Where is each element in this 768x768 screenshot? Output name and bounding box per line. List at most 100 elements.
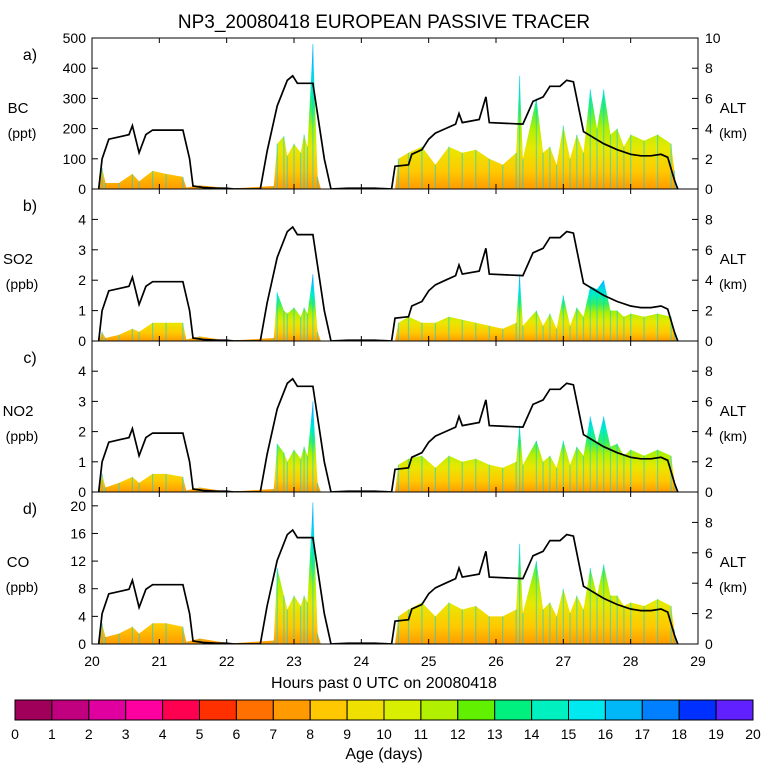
y-tick-label: 300 xyxy=(63,90,87,106)
x-tick-label: 27 xyxy=(556,653,572,669)
colorbar-tick-label: 6 xyxy=(233,726,241,742)
alt-tick-label: 4 xyxy=(705,121,713,137)
alt-tick-label: 4 xyxy=(705,424,713,440)
y-tick-label: 4 xyxy=(78,211,86,227)
panel-so2: 0 1 2 3 4 0 2 4 6 8 b) SO2 (ppb) ALT (km) xyxy=(3,188,747,349)
colorbar-tick-label: 10 xyxy=(376,726,392,742)
x-tick-label: 23 xyxy=(286,653,302,669)
altitude-line xyxy=(97,528,679,644)
colorbar-tick-label: 3 xyxy=(122,726,130,742)
panel-co: 0 4 8 12 16 20 0 2 4 6 8 d) CO (ppb) ALT (km) xyxy=(6,491,747,652)
alt-tick-label: 8 xyxy=(705,60,713,76)
y-tick-label: 0 xyxy=(78,636,86,652)
colorbar-tick-label: 20 xyxy=(745,726,761,742)
alt-tick-label: 8 xyxy=(705,363,713,379)
x-axis: 20 21 22 23 24 25 26 27 28 29 Hours past 0 UTC on … xyxy=(84,653,706,692)
colorbar-tick-label: 5 xyxy=(196,726,204,742)
colorbar-tick-label: 18 xyxy=(671,726,687,742)
altitude-label: ALT xyxy=(720,251,746,268)
y-tick-label: 3 xyxy=(78,242,86,258)
species-unit: (ppb) xyxy=(6,428,39,444)
colorbar-swatch xyxy=(531,699,569,721)
colorbar-tick-label: 7 xyxy=(269,726,277,742)
panel-label: a) xyxy=(23,47,37,64)
altitude-label: ALT xyxy=(720,100,746,117)
species-label: SO2 xyxy=(3,251,33,268)
x-tick-label: 21 xyxy=(152,653,168,669)
alt-tick-label: 8 xyxy=(705,211,713,227)
colorbar-swatch xyxy=(88,699,127,721)
y-tick-label: 100 xyxy=(63,151,87,167)
colorbar-swatch xyxy=(199,699,237,721)
y-tick-label: 0 xyxy=(78,181,86,197)
alt-tick-label: 6 xyxy=(705,242,713,258)
panel-frame xyxy=(91,491,699,645)
x-tick-label: 28 xyxy=(623,653,639,669)
alt-tick-label: 8 xyxy=(705,514,713,530)
colorbar-title: Age (days) xyxy=(345,746,422,763)
y-tick-label: 2 xyxy=(78,272,86,288)
altitude-unit: (km) xyxy=(719,579,747,595)
y-tick-label: 500 xyxy=(63,30,87,46)
x-tick-label: 20 xyxy=(84,653,100,669)
colorbar-tick-label: 14 xyxy=(524,726,540,742)
panel-no2: 0 1 2 3 4 0 2 4 6 8 c) NO2 (ppb) ALT (km) xyxy=(3,340,747,500)
colorbar-tick-label: 11 xyxy=(414,726,429,742)
y-tick-label: 12 xyxy=(70,553,86,569)
colorbar-tick-label: 0 xyxy=(11,726,19,742)
species-label: BC xyxy=(8,100,29,117)
species-label: CO xyxy=(7,554,30,571)
colorbar-tick-label: 15 xyxy=(561,726,577,742)
x-tick-label: 25 xyxy=(421,653,437,669)
y-tick-label: 0 xyxy=(78,484,86,500)
figure-title: NP3_20080418 EUROPEAN PASSIVE TRACER xyxy=(178,12,590,33)
colorbar-swatch xyxy=(715,699,754,721)
colorbar-swatch xyxy=(641,699,680,721)
altitude-label: ALT xyxy=(720,403,746,420)
colorbar-swatch xyxy=(457,699,496,721)
y-tick-label: 0 xyxy=(78,333,86,349)
x-tick-label: 22 xyxy=(219,653,235,669)
alt-tick-label: 4 xyxy=(705,575,713,591)
species-unit: (ppt) xyxy=(8,125,37,141)
alt-tick-label: 0 xyxy=(705,484,713,500)
alt-tick-label: 6 xyxy=(705,545,713,561)
alt-tick-label: 0 xyxy=(705,333,713,349)
y-tick-label: 20 xyxy=(70,498,86,514)
altitude-line xyxy=(97,225,679,341)
alt-tick-label: 2 xyxy=(705,151,713,167)
altitude-line xyxy=(97,74,679,189)
colorbar-swatch xyxy=(494,699,533,721)
colorbar-swatch xyxy=(272,699,311,721)
colorbar-swatch xyxy=(678,699,717,721)
alt-tick-label: 2 xyxy=(705,303,713,319)
x-tick-label: 29 xyxy=(690,653,706,669)
y-tick-label: 16 xyxy=(70,525,86,541)
y-tick-label: 200 xyxy=(63,121,87,137)
alt-tick-label: 0 xyxy=(705,636,713,652)
alt-tick-label: 6 xyxy=(705,90,713,106)
x-tick-label: 24 xyxy=(354,653,370,669)
colorbar-tick-label: 17 xyxy=(635,726,651,742)
species-unit: (ppb) xyxy=(6,579,39,595)
y-tick-label: 2 xyxy=(78,424,86,440)
y-tick-label: 1 xyxy=(78,303,86,319)
altitude-unit: (km) xyxy=(719,125,747,141)
panel-label: d) xyxy=(23,501,37,518)
colorbar-tick-label: 12 xyxy=(450,726,466,742)
alt-tick-label: 4 xyxy=(705,272,713,288)
x-tick-label: 26 xyxy=(488,653,504,669)
colorbar-swatch xyxy=(604,699,643,721)
colorbar-tick-label: 1 xyxy=(48,726,56,742)
alt-tick-label: 10 xyxy=(705,30,721,46)
colorbar-tick-label: 16 xyxy=(598,726,614,742)
colorbar-tick-label: 13 xyxy=(487,726,503,742)
altitude-unit: (km) xyxy=(719,428,747,444)
tracer-area-so2 xyxy=(98,274,677,341)
species-label: NO2 xyxy=(3,403,34,420)
panel-label: c) xyxy=(23,350,36,367)
alt-tick-label: 2 xyxy=(705,606,713,622)
y-tick-label: 1 xyxy=(78,454,86,470)
colorbar-tick-label: 8 xyxy=(306,726,314,742)
